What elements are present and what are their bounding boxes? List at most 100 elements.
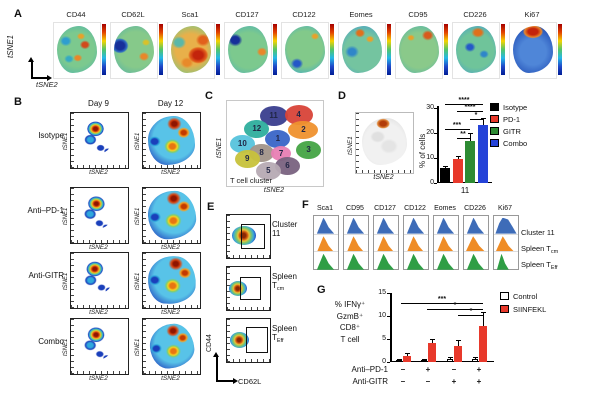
hist-row <box>314 216 338 234</box>
e-x-axis-label: CD62L <box>238 377 262 386</box>
hist-row <box>374 233 398 253</box>
histogram-peak <box>406 253 425 270</box>
d-y-axis-line <box>437 106 439 183</box>
panel-label-e: E <box>207 201 215 213</box>
g-sign-gitr-4: + <box>476 377 482 386</box>
gate-rect <box>241 224 265 249</box>
hist-row <box>404 233 428 253</box>
a-tsne-cd122: CD122 <box>281 10 338 80</box>
g-tickmark <box>387 293 390 294</box>
b-y-label: tSNE1 <box>63 207 69 225</box>
histogram-peak <box>346 253 365 270</box>
d-x-axis-line <box>437 181 492 183</box>
density-blob <box>81 324 114 361</box>
histogram-peak <box>466 217 485 234</box>
d-y-axis-label: tSNE1 <box>347 136 354 155</box>
b-y-label: tSNE1 <box>135 338 141 356</box>
g-sig-line-1 <box>401 303 483 304</box>
tsne-plot <box>509 22 557 79</box>
tsne-blob <box>513 26 553 73</box>
b-y-label: tSNE1 <box>135 132 141 150</box>
b-y-label: tSNE1 <box>135 272 141 290</box>
tsne-plot <box>338 22 386 79</box>
c-x-axis-label: tSNE2 <box>263 187 285 194</box>
bar-isotype <box>440 167 450 183</box>
cluster-blob-5: 5 <box>255 162 281 181</box>
g-legend-label-control: Control <box>513 292 538 301</box>
marker-label: CD226 <box>463 10 487 19</box>
density-blob <box>229 281 247 296</box>
histogram-peak <box>436 253 455 270</box>
panel-label-g: G <box>317 284 326 296</box>
g-legend-swatch-siinfekl <box>500 305 509 313</box>
d-bar-slot-combo <box>477 106 488 183</box>
g-xrow-anti-gitr: Anti-GITR <box>352 377 388 386</box>
error-bar <box>480 117 486 125</box>
histogram-peak <box>465 236 486 253</box>
marker-label: CD95 <box>408 10 428 19</box>
d-sig-stars-3: * <box>474 112 478 119</box>
e-x-axis-arrow-line <box>216 380 233 382</box>
marker-label: CD62L <box>121 10 145 19</box>
cluster-number: 1 <box>275 133 281 143</box>
e-y-axis-arrow-line <box>216 357 218 381</box>
density-blob <box>82 119 113 154</box>
colorbar <box>501 24 505 75</box>
d-tickmark <box>434 158 437 159</box>
error-bar <box>455 156 461 159</box>
hist-row <box>434 251 458 270</box>
a-tsne-eomes: Eomes <box>338 10 395 80</box>
d-tsne-plot <box>355 112 414 174</box>
density-blob <box>145 189 198 242</box>
e-plot-cluster11 <box>226 214 271 259</box>
a-y-axis-arrow-line <box>31 62 33 77</box>
d-x-axis-label: tSNE2 <box>373 174 394 181</box>
hist-row <box>464 233 488 253</box>
c-caption: T cell cluster <box>230 176 272 185</box>
a-y-axis-label: tSNE1 <box>6 34 15 58</box>
g-slot-control-4 <box>472 293 478 362</box>
hist-row <box>464 251 488 270</box>
cluster-blob-11: 11 <box>259 106 288 127</box>
bar-siinfekl <box>454 345 462 362</box>
b-y-label: tSNE1 <box>63 338 69 356</box>
e-y-axis-arrowhead <box>213 352 219 357</box>
f-marker-ki67: Ki67 <box>497 205 512 212</box>
f-row-cluster11: Cluster 11 <box>521 228 555 237</box>
cluster-number: 4 <box>296 110 301 120</box>
error-bar <box>405 353 410 356</box>
a-tsne-cd62l: CD62L <box>110 10 167 80</box>
gate-rect <box>240 277 261 300</box>
f-marker-eomes: Eomes <box>434 205 456 212</box>
g-chart-ylabel: % IFNγ⁺ GzmB⁺ CD8⁺ T cell <box>334 300 366 344</box>
g-sign-gitr-3: + <box>451 377 457 386</box>
hist-row <box>464 216 488 234</box>
histogram-peak <box>466 253 485 270</box>
hist-row <box>434 233 458 253</box>
tsne-blob <box>342 26 382 73</box>
cluster-number: 7 <box>278 148 284 158</box>
a-y-axis-arrowhead <box>28 57 34 62</box>
colorbar <box>102 24 106 75</box>
a-tsne-sca1: Sca1 <box>167 10 224 80</box>
d-ytick-20: 20 <box>426 129 434 136</box>
histogram-peak <box>376 253 395 270</box>
b-x-label: tSNE2 <box>89 309 108 316</box>
histogram-peak <box>316 236 335 253</box>
f-row-spleen-tcm: Spleen Tcm <box>521 244 559 255</box>
b-plot-antigitr-day9 <box>70 252 129 309</box>
a-tsne-cd95: CD95 <box>395 10 452 80</box>
histogram-peak <box>436 217 455 234</box>
panel-label-b: B <box>14 96 22 108</box>
bar-combo <box>477 124 488 183</box>
g-sign-gitr-2: – <box>425 377 431 386</box>
cluster-number: 11 <box>269 111 278 121</box>
tsne-plot <box>224 22 272 79</box>
a-tsne-cd226: CD226 <box>452 10 509 80</box>
d-tickmark <box>434 108 437 109</box>
f-marker-sca1: Sca1 <box>317 205 333 212</box>
panel-label-a: A <box>14 8 22 20</box>
histogram-peak <box>346 217 365 234</box>
density-blob <box>232 226 256 245</box>
hist-row <box>374 216 398 234</box>
